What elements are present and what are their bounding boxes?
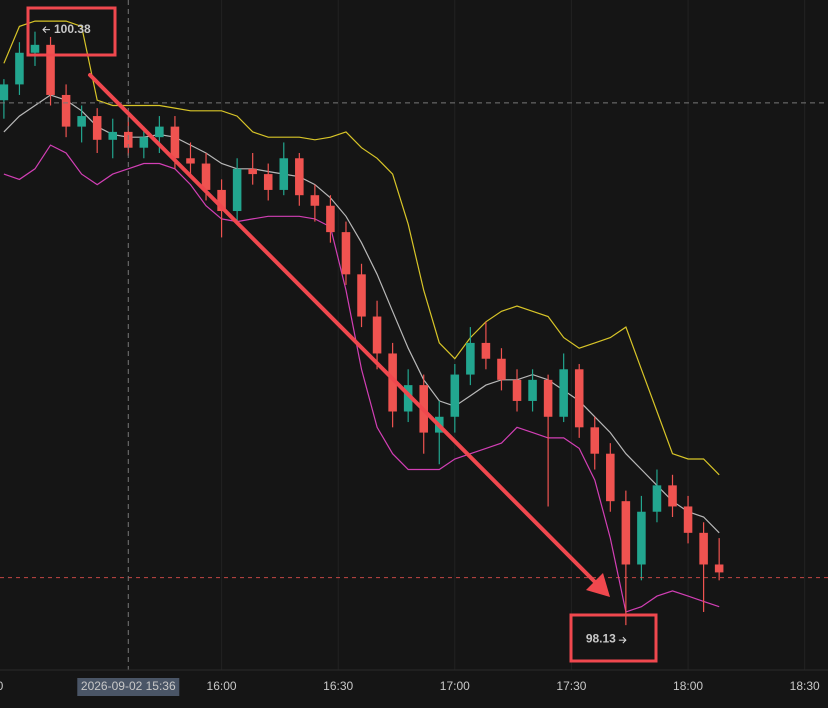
arrow-shaft [88, 73, 598, 585]
candle-body [621, 501, 631, 565]
crosshair-label-bg [77, 678, 180, 696]
arrow-head [586, 573, 610, 597]
candle-body [466, 342, 475, 375]
candle-body [590, 427, 600, 454]
high-arrow-head [42, 26, 47, 34]
candle-body [0, 84, 9, 101]
candle-body [497, 358, 506, 380]
candle-body [574, 369, 584, 428]
x-tick-label: 17:00 [440, 679, 470, 693]
candle-body [310, 195, 320, 206]
candle-body [263, 174, 273, 190]
candle-body [652, 485, 662, 512]
x-tick-label: 18:30 [790, 679, 820, 693]
candle-body [637, 511, 646, 565]
candle-body [170, 126, 180, 159]
candle-body [668, 485, 677, 507]
x-tick-label: 17:30 [556, 679, 586, 693]
band-line [3, 144, 720, 613]
band-line [3, 94, 720, 534]
overlay-layer: 100.38 98.13 [0, 0, 828, 670]
candle-body [295, 158, 304, 196]
candle-body [232, 168, 242, 212]
candle-body [61, 94, 71, 127]
candle-body [108, 131, 118, 140]
highlight-box-high [26, 6, 117, 57]
x-axis: 15:00 16:00 16:30 17:00 17:30 18:00 18:30 2026-… [0, 678, 820, 696]
candle-body [77, 116, 86, 127]
candle-body [512, 379, 522, 401]
x-tick-label: 15:00 [0, 679, 4, 693]
candle-body [714, 564, 724, 573]
candle-body [606, 453, 615, 502]
candle-body [201, 163, 211, 190]
candle-body [403, 385, 413, 412]
candle-body [699, 532, 708, 565]
candle-body [155, 126, 164, 138]
candle-body [388, 353, 397, 412]
candle-body [92, 116, 102, 140]
candle-body [341, 232, 351, 275]
x-tick-label: 16:30 [323, 679, 353, 693]
grid-layer [221, 0, 806, 670]
candle-body [528, 379, 537, 401]
candle-body [279, 158, 289, 190]
candle-body [139, 137, 149, 148]
crosshair-label: 2026-09-02 15:36 [81, 679, 176, 693]
high-label: 100.38 [54, 22, 91, 36]
low-label: 98.13 [586, 631, 616, 645]
candle-body [217, 189, 226, 212]
candle-body [357, 274, 366, 317]
candle-body [543, 379, 553, 417]
candle-body [481, 342, 491, 359]
candle-body [683, 506, 693, 533]
trend-arrow [88, 73, 610, 597]
candle-body [326, 205, 335, 233]
candle-body [559, 369, 568, 417]
highlight-box-low [569, 613, 658, 663]
candle-body [248, 168, 257, 175]
candle-body [46, 44, 55, 95]
x-tick-label: 18:00 [673, 679, 703, 693]
candle-body [15, 52, 24, 85]
x-tick-label: 16:00 [207, 679, 237, 693]
candle-body [30, 44, 40, 53]
candle-body [186, 158, 195, 164]
candle-body [372, 316, 382, 354]
low-arrow-head [622, 636, 627, 644]
candle-body [450, 374, 460, 417]
